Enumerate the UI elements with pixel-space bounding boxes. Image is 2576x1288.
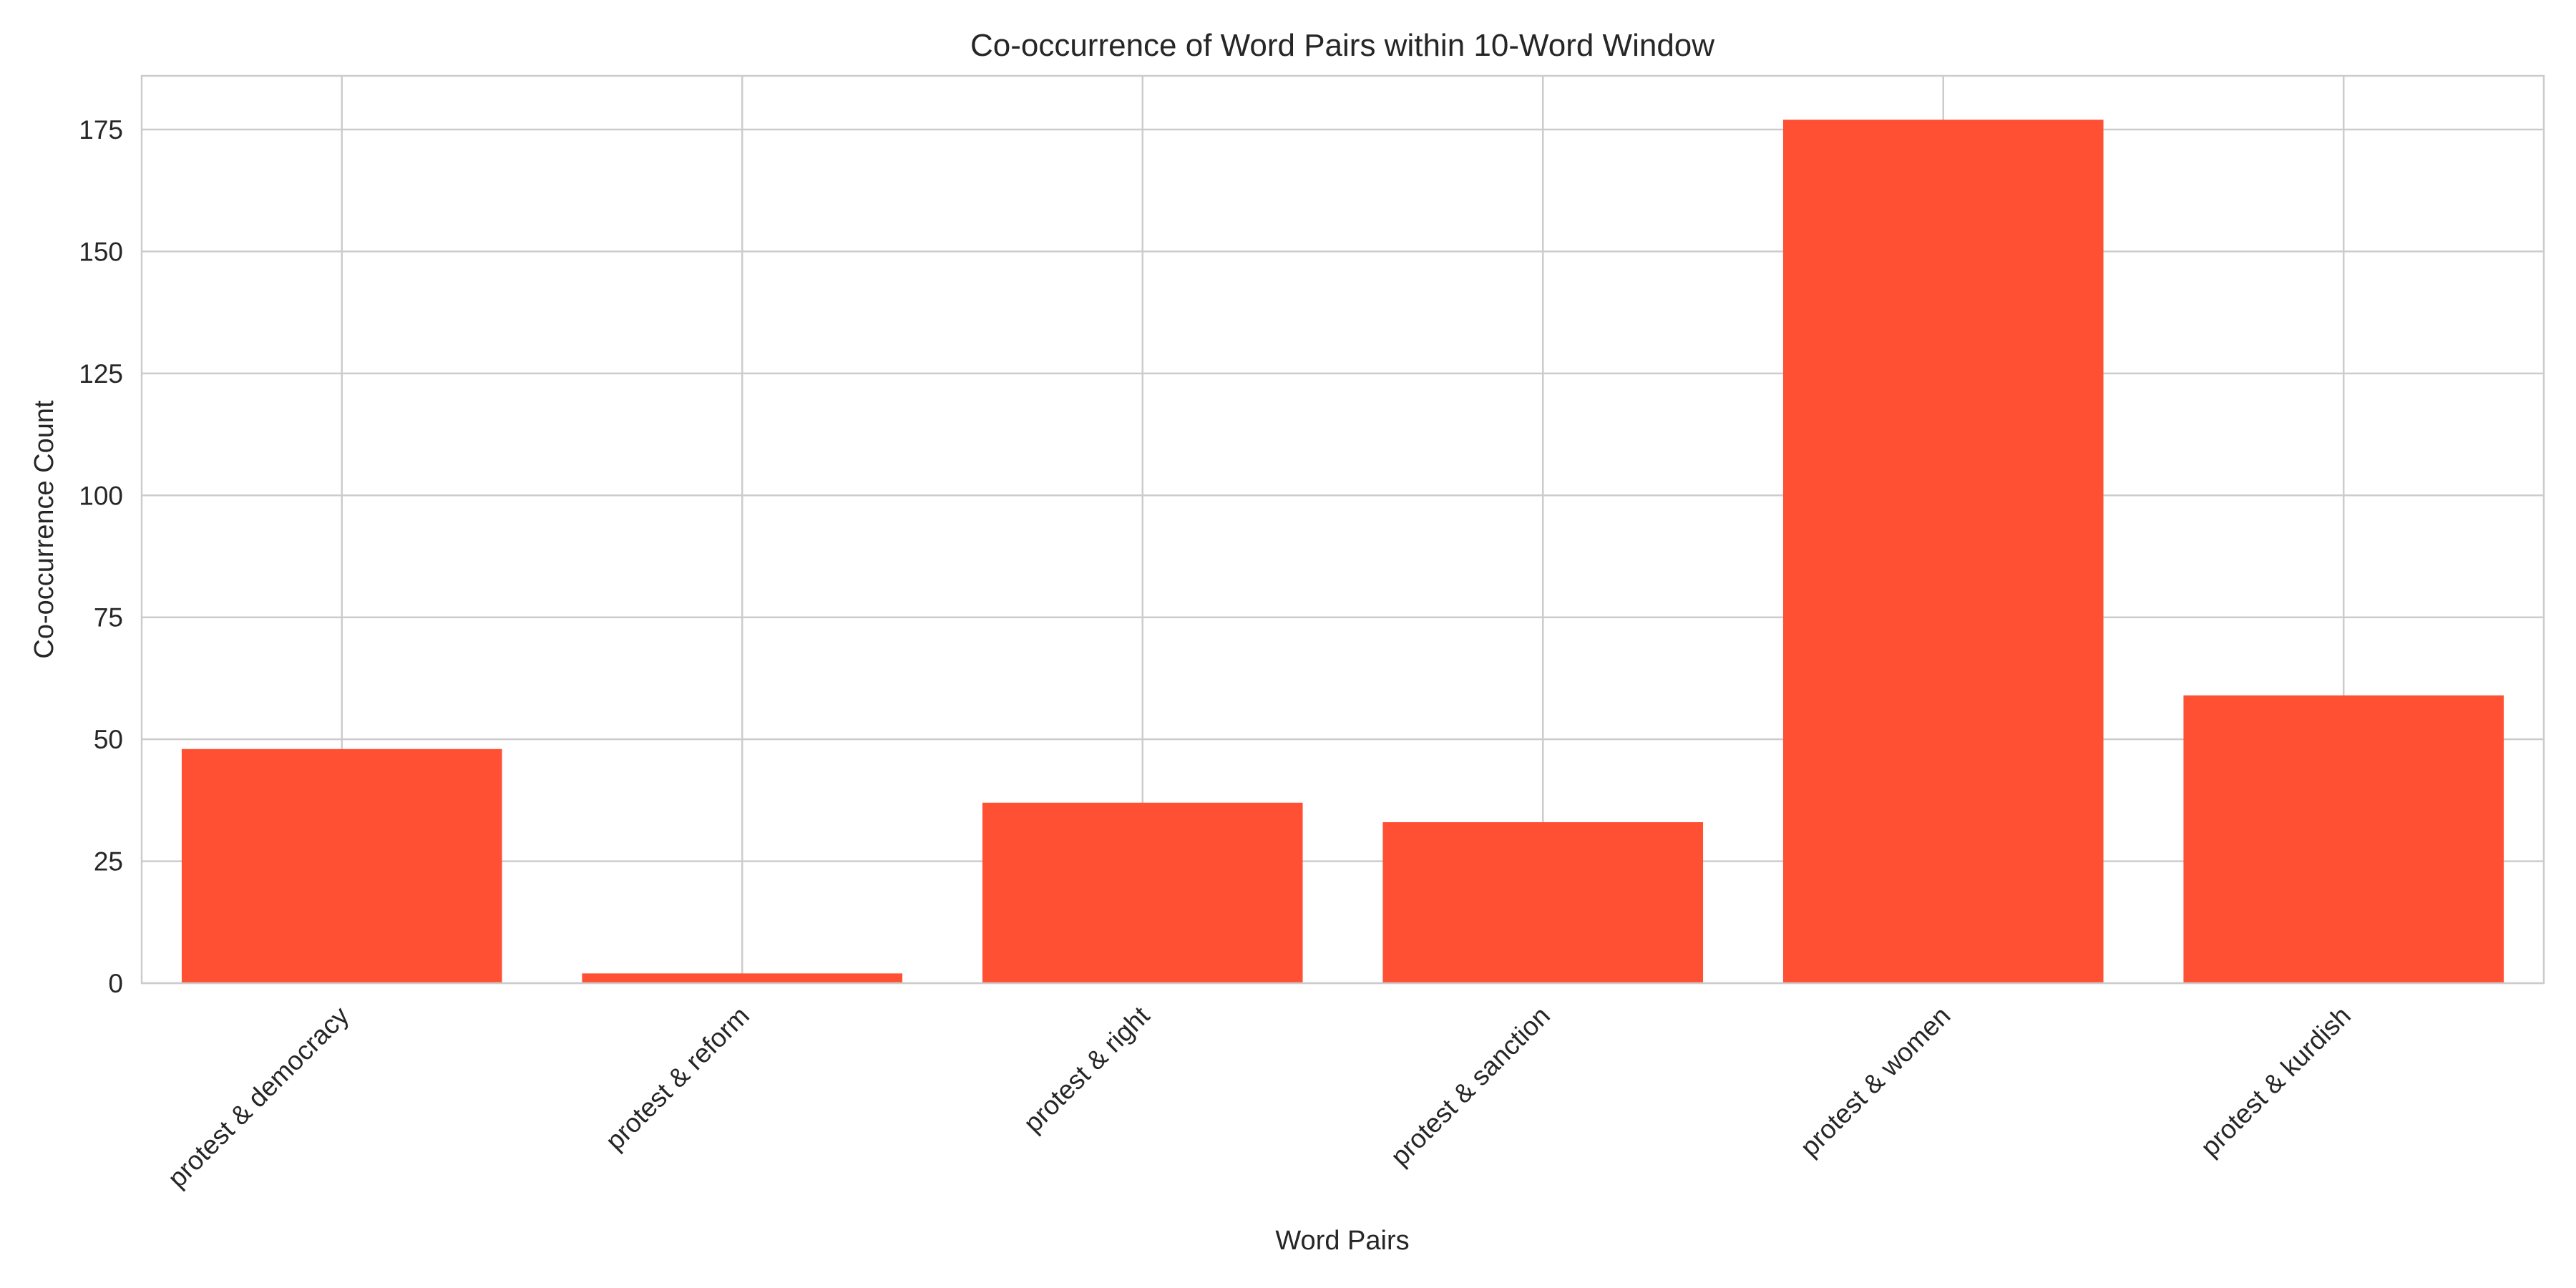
plot-frame bbox=[140, 74, 2545, 985]
bar bbox=[1782, 119, 2104, 983]
y-tick-label: 175 bbox=[79, 115, 123, 145]
y-axis-label: Co-occurrence Count bbox=[29, 400, 59, 659]
y-tick-label: 50 bbox=[94, 725, 123, 754]
y-tick-label: 0 bbox=[108, 969, 123, 998]
y-tick-label: 100 bbox=[79, 481, 123, 510]
y-tick-label: 25 bbox=[94, 847, 123, 877]
bar bbox=[1382, 822, 1704, 983]
y-tick-label: 75 bbox=[94, 603, 123, 633]
bar bbox=[982, 802, 1303, 983]
bar bbox=[181, 748, 502, 983]
x-axis-label: Word Pairs bbox=[1275, 1226, 1409, 1256]
y-tick-label: 150 bbox=[79, 237, 123, 266]
bar bbox=[582, 973, 903, 983]
y-tick-label: 125 bbox=[79, 359, 123, 389]
bar bbox=[2183, 695, 2504, 983]
chart-title: Co-occurrence of Word Pairs within 10-Wo… bbox=[970, 28, 1714, 63]
